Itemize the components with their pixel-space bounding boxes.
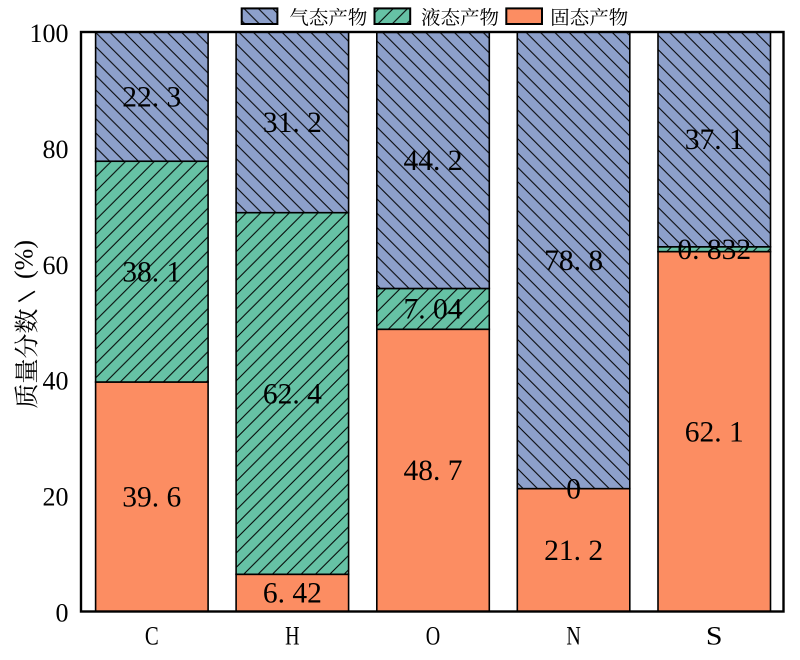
svg-text:21. 2: 21. 2 bbox=[544, 535, 603, 567]
svg-text:62. 1: 62. 1 bbox=[685, 416, 744, 448]
svg-text:7. 04: 7. 04 bbox=[404, 294, 463, 326]
svg-text:0: 0 bbox=[56, 599, 69, 628]
svg-text:60: 60 bbox=[43, 251, 69, 280]
svg-text:80: 80 bbox=[43, 135, 69, 164]
svg-text:100: 100 bbox=[30, 19, 69, 48]
svg-text:0: 0 bbox=[566, 473, 581, 505]
svg-text:O: O bbox=[426, 622, 440, 651]
svg-text:22. 3: 22. 3 bbox=[122, 81, 181, 113]
svg-text:N: N bbox=[566, 622, 581, 651]
svg-text:S: S bbox=[706, 622, 723, 651]
svg-text:39. 6: 39. 6 bbox=[122, 482, 181, 514]
svg-text:38. 1: 38. 1 bbox=[122, 256, 181, 288]
svg-text:44. 2: 44. 2 bbox=[404, 145, 463, 177]
svg-text:0. 832: 0. 832 bbox=[677, 234, 751, 266]
svg-text:(%): (%) bbox=[10, 240, 39, 279]
svg-text:H: H bbox=[285, 622, 300, 651]
svg-text:62. 4: 62. 4 bbox=[263, 378, 322, 410]
svg-text:20: 20 bbox=[43, 483, 69, 512]
svg-text:48. 7: 48. 7 bbox=[404, 455, 463, 487]
svg-text:C: C bbox=[145, 622, 159, 651]
svg-text:31. 2: 31. 2 bbox=[263, 107, 322, 139]
svg-text:37. 1: 37. 1 bbox=[685, 124, 744, 156]
svg-text:6. 42: 6. 42 bbox=[263, 578, 322, 610]
svg-text:40: 40 bbox=[43, 367, 69, 396]
svg-text:78. 8: 78. 8 bbox=[544, 245, 603, 277]
